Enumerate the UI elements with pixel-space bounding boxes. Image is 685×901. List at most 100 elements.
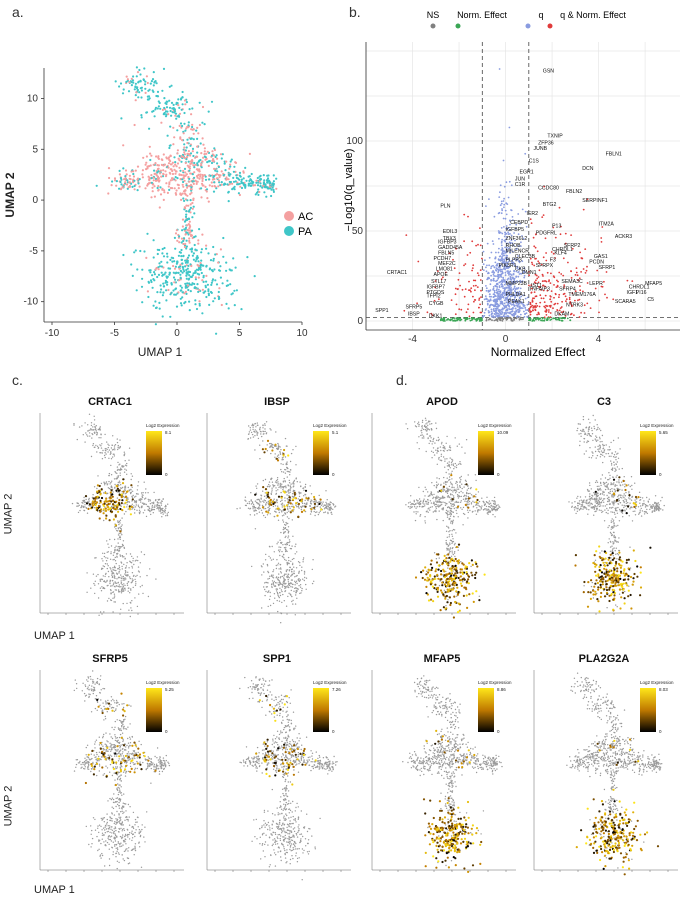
umap-point <box>235 289 238 292</box>
volcano-point <box>604 293 606 296</box>
volcano-points <box>403 68 634 322</box>
umap-point <box>257 193 260 196</box>
umap-point <box>179 302 183 305</box>
feature-point <box>102 565 104 567</box>
feature-point <box>262 479 264 482</box>
umap-point <box>180 198 183 201</box>
volcano-point <box>517 271 519 274</box>
volcano-point <box>563 292 566 295</box>
feature-point <box>325 504 327 506</box>
feature-point <box>279 554 281 557</box>
feature-point <box>128 567 130 569</box>
feature-point-expressed <box>102 504 105 507</box>
umap-point <box>247 184 250 187</box>
feature-point-expressed <box>119 507 122 511</box>
feature-point <box>257 498 259 501</box>
feature-point <box>296 506 298 508</box>
volcano-point <box>504 274 507 277</box>
volcano-point <box>480 311 483 314</box>
feature-point <box>289 506 291 508</box>
feature-point <box>269 513 271 515</box>
volcano-point <box>488 306 491 308</box>
volcano-point <box>537 285 540 288</box>
feature-point <box>254 528 257 530</box>
volcano-point <box>574 290 577 293</box>
umap-point <box>167 185 170 188</box>
umap-point <box>194 260 197 263</box>
feature-point <box>80 506 83 508</box>
feature-plot-title: CRTAC1 <box>88 396 132 408</box>
feature-point <box>124 558 126 560</box>
umap-point <box>115 180 118 183</box>
umap-point <box>137 80 140 83</box>
umap-point <box>139 249 142 253</box>
feature-point <box>105 481 108 483</box>
umap-point <box>187 254 191 257</box>
umap-point <box>197 239 200 242</box>
umap-point <box>144 83 147 86</box>
volcano-gene-label: C5 <box>647 297 654 303</box>
umap-point <box>147 98 150 101</box>
umap-point <box>156 252 159 256</box>
volcano-point <box>494 261 497 264</box>
feature-point <box>284 480 286 482</box>
feature-point <box>115 478 117 480</box>
umap-point <box>170 282 173 285</box>
feature-point <box>118 570 120 573</box>
umap-point <box>154 268 157 271</box>
feature-point <box>265 501 268 504</box>
feature-point <box>130 582 132 584</box>
feature-point <box>258 504 261 507</box>
umap-point <box>184 290 187 293</box>
feature-point <box>156 504 159 506</box>
volcano-point <box>485 319 488 322</box>
volcano-point <box>586 198 589 201</box>
feature-point <box>90 587 92 589</box>
umap-point <box>176 177 179 180</box>
feature-point-expressed <box>96 495 99 498</box>
volcano-point <box>522 303 524 305</box>
feature-point <box>104 575 106 578</box>
feature-point-expressed <box>125 495 128 498</box>
umap-point <box>167 267 170 270</box>
feature-point <box>281 575 284 578</box>
volcano-point <box>457 278 460 281</box>
feature-point <box>164 512 166 514</box>
umap-point <box>187 152 191 156</box>
feature-point <box>277 576 280 579</box>
feature-point <box>118 591 120 593</box>
feature-point <box>110 551 112 553</box>
feature-point <box>328 507 330 509</box>
umap-point <box>183 192 187 195</box>
feature-point <box>112 597 114 599</box>
feature-point <box>256 434 258 436</box>
feature-point <box>117 476 120 478</box>
umap-point <box>172 289 175 292</box>
volcano-point <box>466 318 468 321</box>
umap-point <box>135 91 138 94</box>
umap-legend: AC PA <box>284 211 313 238</box>
feature-point <box>305 583 307 586</box>
umap-point <box>185 184 188 187</box>
feature-point <box>132 586 134 589</box>
umap-point <box>203 153 206 156</box>
feature-point <box>284 468 286 471</box>
umap-point <box>186 199 189 202</box>
umap-point <box>255 179 258 182</box>
scale-max-label: 5.1 <box>332 430 339 435</box>
feature-point <box>111 579 114 582</box>
volcano-point <box>508 305 510 308</box>
volcano-point <box>553 296 555 299</box>
feature-point <box>250 492 252 494</box>
umap-point <box>166 252 169 255</box>
feature-point <box>425 430 427 432</box>
feature-point <box>298 491 301 494</box>
volcano-point <box>504 217 507 220</box>
feature-point <box>120 532 122 534</box>
volcano-point <box>561 300 563 303</box>
feature-point <box>136 574 138 577</box>
umap-point <box>146 165 149 168</box>
volcano-point <box>558 309 561 312</box>
volcano-point <box>538 305 541 308</box>
feature-point <box>132 494 134 497</box>
